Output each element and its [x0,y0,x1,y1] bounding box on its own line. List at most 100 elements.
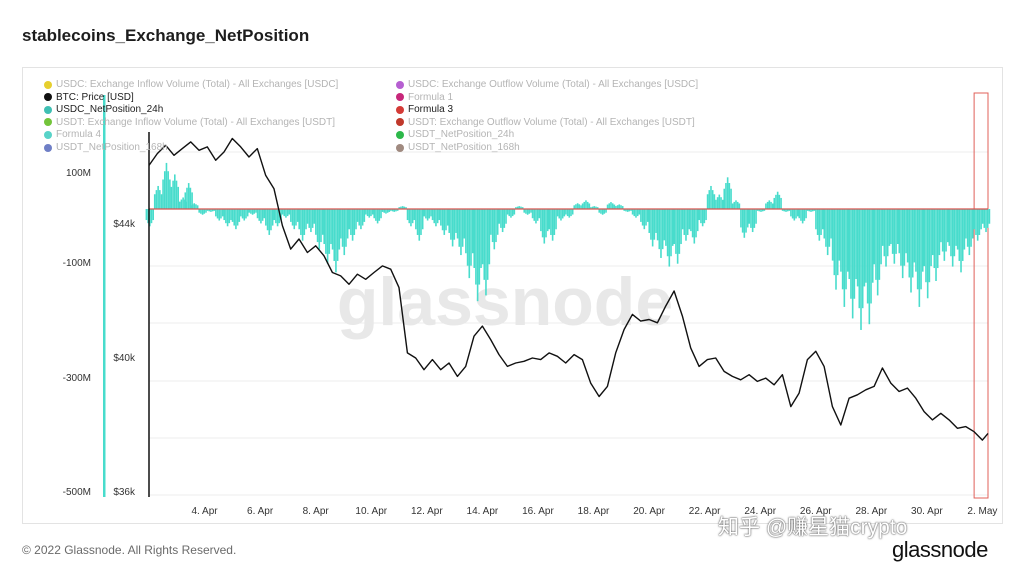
net-position-bar [351,209,354,241]
net-position-bar [208,209,211,212]
net-position-bar [493,209,496,250]
net-position-bar [443,209,446,235]
net-position-bar [881,209,884,246]
net-position-bar [920,209,922,290]
net-position-bar [205,209,207,213]
net-position-bar [630,209,632,211]
net-position-bar [463,209,466,239]
net-position-bar [411,209,414,224]
net-position-bar [518,206,521,209]
net-position-bar [660,209,662,258]
net-position-bar [356,209,359,222]
net-position-bar [905,209,907,254]
legend-label: Formula 4 [56,129,102,141]
net-position-bar [626,209,629,212]
legend-item[interactable]: Formula 4 [44,129,101,140]
legend-item[interactable]: USDT: Exchange Outflow Volume (Total) - … [396,117,695,128]
legend-item[interactable]: USDT_NetPosition_168h [396,142,520,153]
legend-item[interactable]: Formula 1 [396,92,453,103]
net-position-bar [426,209,429,221]
net-position-bar [670,209,672,257]
net-position-bar [650,209,652,240]
net-position-bar [661,209,664,250]
net-position-bar [678,209,681,254]
legend-dot-icon [44,93,52,102]
net-position-bar [888,209,891,246]
net-position-bar [655,209,657,233]
net-position-bar [174,174,176,209]
net-position-bar [563,209,566,217]
net-position-bar [968,209,971,256]
net-position-bar [598,209,601,213]
net-position-bar [733,201,736,209]
net-position-bar [300,209,302,235]
net-position-bar [551,209,554,241]
net-position-bar [425,209,427,219]
net-position-bar [645,209,647,226]
net-position-bar [416,209,419,235]
net-position-bar [147,209,149,224]
net-position-bar [756,209,759,211]
legend-item[interactable]: Formula 3 [396,104,453,115]
net-position-bar [491,209,494,243]
legend-item[interactable]: USDC: Exchange Inflow Volume (Total) - A… [44,79,338,90]
net-position-bar [710,185,712,209]
legend-item[interactable]: USDT_NetPosition_168h [44,142,168,153]
net-position-bar [638,209,641,215]
net-position-bar [796,209,799,217]
net-position-bar [528,209,531,214]
net-position-bar [590,207,592,209]
net-position-bar [333,209,336,261]
legend-item[interactable]: USDC: Exchange Outflow Volume (Total) - … [396,79,698,90]
net-position-bar [153,194,156,209]
legend-label: USDT: Exchange Inflow Volume (Total) - A… [56,116,336,128]
net-position-bar [826,209,829,256]
page-title: stablecoins_Exchange_NetPosition [22,26,310,45]
net-position-bar [243,209,246,221]
net-position-bar [533,209,536,221]
net-position-bar [220,209,222,219]
legend-label: Formula 1 [408,91,454,103]
net-position-bar [585,200,587,209]
net-position-bar [681,209,684,230]
net-position-bar [791,209,794,219]
net-position-bar [860,209,862,330]
legend-label: USDT_NetPosition_168h [408,142,520,153]
net-position-bar [731,203,734,209]
net-position-bar [160,194,163,209]
legend-item[interactable]: USDC_NetPosition_24h [44,104,163,115]
legend-dot-icon [44,143,52,152]
net-position-bar [845,209,847,290]
net-position-bar [343,209,346,256]
net-position-bar [778,194,781,209]
net-position-bar [548,209,551,230]
net-position-bar [466,209,469,266]
net-position-bar [490,209,492,235]
net-position-bar [481,209,484,265]
legend-item[interactable]: USDT_NetPosition_24h [396,129,514,140]
net-position-bar [366,209,369,217]
net-position-bar [265,209,267,226]
net-position-bar [440,209,442,226]
net-position-bar [866,209,869,304]
net-position-bar [838,209,841,261]
legend-dot-icon [396,118,404,127]
net-position-bar [390,209,392,211]
net-position-bar [651,209,654,247]
net-position-bar [780,197,782,209]
net-position-bar [275,209,277,224]
net-position-bar [565,209,567,215]
legend-dot-icon [44,118,52,127]
net-position-bar [611,203,614,209]
net-position-bar [373,209,376,219]
legend-item[interactable]: USDT: Exchange Inflow Volume (Total) - A… [44,117,335,128]
net-position-bar [318,209,321,250]
net-position-bar [676,209,679,264]
net-position-bar [985,209,987,233]
legend-item[interactable]: BTC: Price [USD] [44,92,134,103]
net-position-bar [673,209,676,245]
net-position-bar [495,209,497,243]
net-position-bar [560,209,562,221]
net-position-bar [798,209,801,219]
net-position-bar [406,209,409,221]
